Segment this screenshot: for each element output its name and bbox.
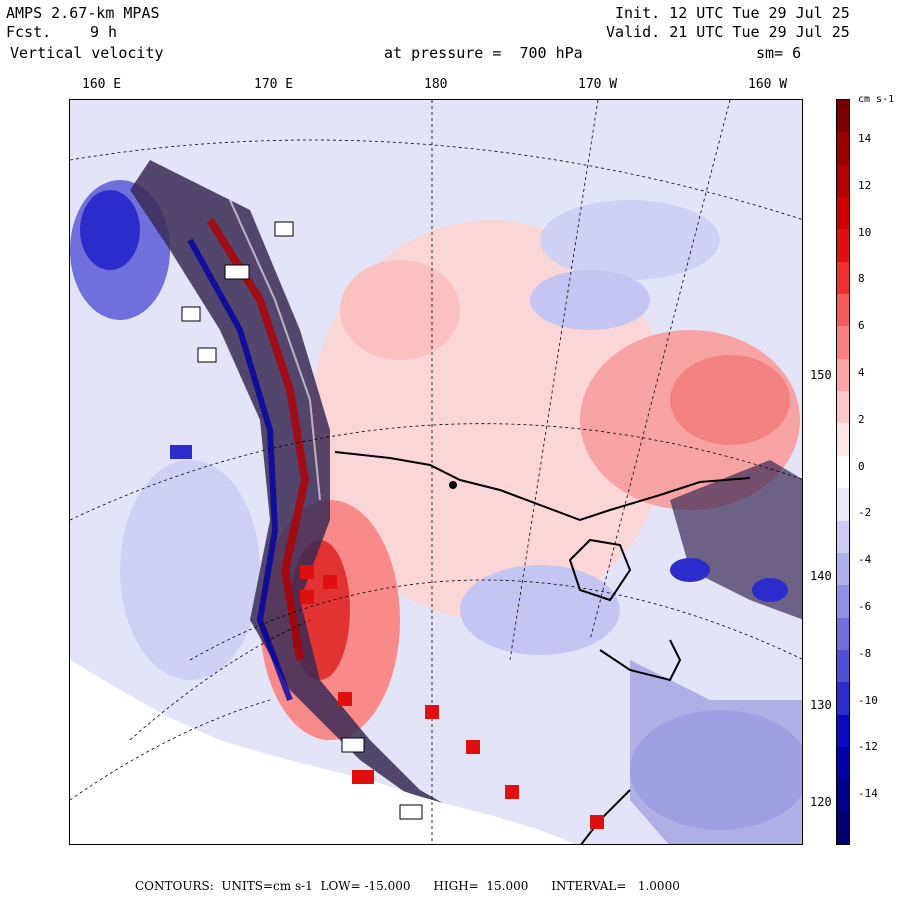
colorbar-segment: [837, 552, 849, 586]
colorbar: [836, 99, 850, 845]
lon-label-170e: 170 E: [254, 77, 294, 92]
colorbar-segment: [837, 682, 849, 716]
colorbar-segment: [837, 100, 849, 133]
colorbar-tick-label: -14: [858, 787, 878, 801]
interval-value: INTERVAL= 1.0000: [551, 879, 680, 893]
colorbar-tick-label: 2: [858, 412, 865, 426]
lon-label-180: 180: [424, 77, 448, 92]
colorbar-segment: [837, 455, 849, 489]
colorbar-segment: [837, 746, 849, 780]
colorbar-tick-label: 8: [858, 272, 865, 286]
mountain-band: [130, 160, 540, 844]
colorbar-tick-label: 0: [858, 459, 865, 473]
colorbar-tick-label: -6: [858, 600, 872, 613]
colorbar-units: cm s-1: [858, 94, 895, 105]
colorbar-segment: [837, 229, 849, 263]
colorbar-segment: [837, 585, 849, 619]
pressure-level: at pressure = 700 hPa: [384, 44, 583, 62]
model-title: AMPS 2.67-km MPAS: [6, 4, 160, 22]
lon-label-170w: 170 W: [578, 77, 618, 92]
units-text: UNITS=cm s-1: [221, 879, 313, 893]
lon-label-160e: 160 E: [82, 77, 122, 92]
valid-time: Valid. 21 UTC Tue 29 Jul 25: [606, 23, 850, 41]
forecast-label: Fcst.: [6, 23, 52, 41]
colorbar-segment: [837, 779, 849, 813]
lon-label-160w: 160 W: [748, 77, 788, 92]
colorbar-tick-label: -12: [858, 740, 878, 754]
extrema-labels: [170, 221, 774, 829]
colorbar-segment: [837, 391, 849, 424]
colorbar-segment: [837, 294, 849, 327]
colorbar-segment: [837, 197, 849, 230]
graticule: [70, 100, 802, 844]
colorbar-tick-label: -2: [858, 506, 872, 520]
colorbar-tick-label: -4: [858, 553, 872, 567]
colorbar-tick-label: 12: [858, 178, 872, 192]
colorbar-segment: [837, 617, 849, 651]
colorbar-segment: [837, 649, 849, 683]
coastline: [334, 451, 751, 844]
colorbar-segment: [837, 714, 849, 748]
init-time: Init. 12 UTC Tue 29 Jul 25: [615, 4, 850, 22]
colorbar-segment: [837, 358, 849, 392]
colorbar-tick-label: 6: [858, 319, 865, 333]
colorbar-segment: [837, 261, 849, 295]
colorbar-segment: [837, 164, 849, 198]
colorbar-tick-label: 10: [858, 225, 872, 239]
contour-info: CONTOURS: UNITS=cm s-1 LOW= -15.000 HIGH…: [135, 879, 680, 893]
forecast-hour: 9 h: [90, 23, 118, 41]
low-value: LOW= -15.000: [320, 879, 411, 893]
colorbar-segment: [837, 326, 849, 360]
colorbar-tick-label: -10: [858, 693, 878, 707]
high-value: HIGH= 15.000: [433, 879, 529, 893]
colorbar-segment: [837, 488, 849, 522]
colorbar-tick-label: -8: [858, 646, 872, 660]
colorbar-segment: [837, 132, 849, 166]
field-name: Vertical velocity: [10, 44, 164, 62]
station-marker: [449, 481, 457, 489]
contours-label: CONTOURS:: [135, 879, 214, 893]
colorbar-segment: [837, 423, 849, 457]
smoothing: sm= 6: [756, 44, 802, 62]
colorbar-segment: [837, 811, 849, 845]
colorbar-tick-label: 4: [858, 366, 865, 379]
velocity-field: [70, 100, 802, 844]
colorbar-segment: [837, 520, 849, 554]
colorbar-tick-label: 14: [858, 132, 872, 145]
map-panel: [69, 99, 803, 845]
